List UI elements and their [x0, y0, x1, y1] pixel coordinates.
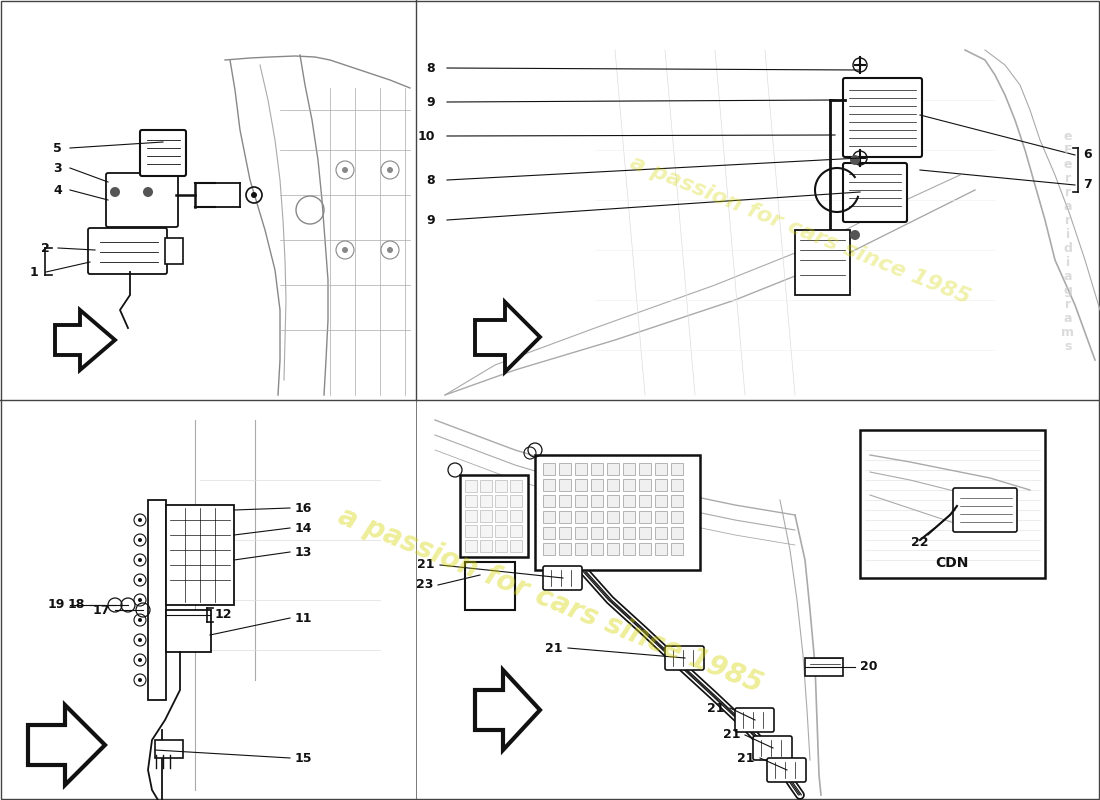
Text: CDN: CDN — [935, 556, 969, 570]
Text: 15: 15 — [295, 751, 312, 765]
FancyBboxPatch shape — [623, 495, 635, 507]
Text: 22: 22 — [911, 535, 928, 549]
Text: 7: 7 — [1084, 178, 1091, 191]
FancyBboxPatch shape — [559, 495, 571, 507]
FancyBboxPatch shape — [543, 479, 556, 491]
FancyBboxPatch shape — [140, 130, 186, 176]
FancyBboxPatch shape — [805, 658, 843, 676]
FancyBboxPatch shape — [495, 540, 507, 552]
FancyBboxPatch shape — [575, 543, 587, 555]
FancyBboxPatch shape — [88, 228, 167, 274]
Polygon shape — [55, 310, 116, 370]
Circle shape — [138, 598, 142, 602]
FancyBboxPatch shape — [543, 566, 582, 590]
FancyBboxPatch shape — [575, 463, 587, 475]
FancyBboxPatch shape — [639, 463, 651, 475]
FancyBboxPatch shape — [591, 495, 603, 507]
FancyBboxPatch shape — [735, 708, 774, 732]
FancyBboxPatch shape — [106, 173, 178, 227]
FancyBboxPatch shape — [510, 525, 522, 537]
Text: 17: 17 — [92, 603, 110, 617]
FancyBboxPatch shape — [654, 527, 667, 539]
FancyBboxPatch shape — [559, 463, 571, 475]
Polygon shape — [475, 670, 540, 750]
FancyBboxPatch shape — [495, 480, 507, 492]
FancyBboxPatch shape — [591, 479, 603, 491]
FancyBboxPatch shape — [575, 527, 587, 539]
FancyBboxPatch shape — [480, 525, 492, 537]
FancyBboxPatch shape — [465, 510, 477, 522]
FancyBboxPatch shape — [480, 510, 492, 522]
FancyBboxPatch shape — [860, 430, 1045, 578]
FancyBboxPatch shape — [623, 543, 635, 555]
FancyBboxPatch shape — [666, 646, 704, 670]
Circle shape — [387, 167, 393, 173]
FancyBboxPatch shape — [166, 610, 211, 652]
FancyBboxPatch shape — [843, 78, 922, 157]
FancyBboxPatch shape — [510, 495, 522, 507]
FancyBboxPatch shape — [148, 500, 166, 700]
Text: 9: 9 — [427, 95, 434, 109]
FancyBboxPatch shape — [639, 495, 651, 507]
FancyBboxPatch shape — [607, 543, 619, 555]
Circle shape — [850, 155, 860, 165]
Text: 2: 2 — [42, 242, 50, 254]
FancyBboxPatch shape — [510, 510, 522, 522]
Text: 21: 21 — [546, 642, 563, 654]
FancyBboxPatch shape — [559, 479, 571, 491]
Text: 21: 21 — [737, 751, 755, 765]
Text: 8: 8 — [427, 62, 434, 74]
FancyBboxPatch shape — [575, 495, 587, 507]
FancyBboxPatch shape — [465, 562, 515, 610]
FancyBboxPatch shape — [639, 511, 651, 523]
FancyBboxPatch shape — [575, 511, 587, 523]
Text: 14: 14 — [295, 522, 312, 534]
Text: a passion for cars since 1985: a passion for cars since 1985 — [333, 502, 767, 698]
Circle shape — [387, 247, 393, 253]
FancyBboxPatch shape — [543, 463, 556, 475]
FancyBboxPatch shape — [754, 736, 792, 760]
FancyBboxPatch shape — [495, 510, 507, 522]
FancyBboxPatch shape — [495, 525, 507, 537]
FancyBboxPatch shape — [543, 527, 556, 539]
FancyBboxPatch shape — [623, 511, 635, 523]
Circle shape — [138, 538, 142, 542]
Text: 8: 8 — [427, 174, 434, 186]
Polygon shape — [475, 302, 540, 372]
Text: e
F
e
r
r
a
r
i
d
i
a
g
r
a
m
s: e F e r r a r i d i a g r a m s — [1062, 130, 1075, 353]
Text: 16: 16 — [295, 502, 312, 514]
FancyBboxPatch shape — [607, 511, 619, 523]
Text: 13: 13 — [295, 546, 312, 558]
Circle shape — [138, 638, 142, 642]
Circle shape — [110, 187, 120, 197]
FancyBboxPatch shape — [543, 511, 556, 523]
Text: 6: 6 — [1084, 149, 1091, 162]
FancyBboxPatch shape — [535, 455, 700, 570]
Text: 3: 3 — [54, 162, 62, 174]
Circle shape — [138, 678, 142, 682]
FancyBboxPatch shape — [591, 543, 603, 555]
Text: 21: 21 — [723, 729, 740, 742]
FancyBboxPatch shape — [465, 495, 477, 507]
FancyBboxPatch shape — [591, 511, 603, 523]
FancyBboxPatch shape — [795, 230, 850, 295]
FancyBboxPatch shape — [607, 527, 619, 539]
FancyBboxPatch shape — [543, 495, 556, 507]
FancyBboxPatch shape — [623, 479, 635, 491]
Circle shape — [251, 192, 257, 198]
FancyBboxPatch shape — [654, 463, 667, 475]
Circle shape — [342, 247, 348, 253]
FancyBboxPatch shape — [953, 488, 1018, 532]
FancyBboxPatch shape — [671, 511, 683, 523]
FancyBboxPatch shape — [654, 543, 667, 555]
Text: 9: 9 — [427, 214, 434, 226]
FancyBboxPatch shape — [543, 543, 556, 555]
FancyBboxPatch shape — [510, 480, 522, 492]
Text: 20: 20 — [860, 661, 878, 674]
FancyBboxPatch shape — [639, 527, 651, 539]
FancyBboxPatch shape — [623, 463, 635, 475]
Circle shape — [138, 578, 142, 582]
FancyBboxPatch shape — [559, 511, 571, 523]
Circle shape — [138, 518, 142, 522]
